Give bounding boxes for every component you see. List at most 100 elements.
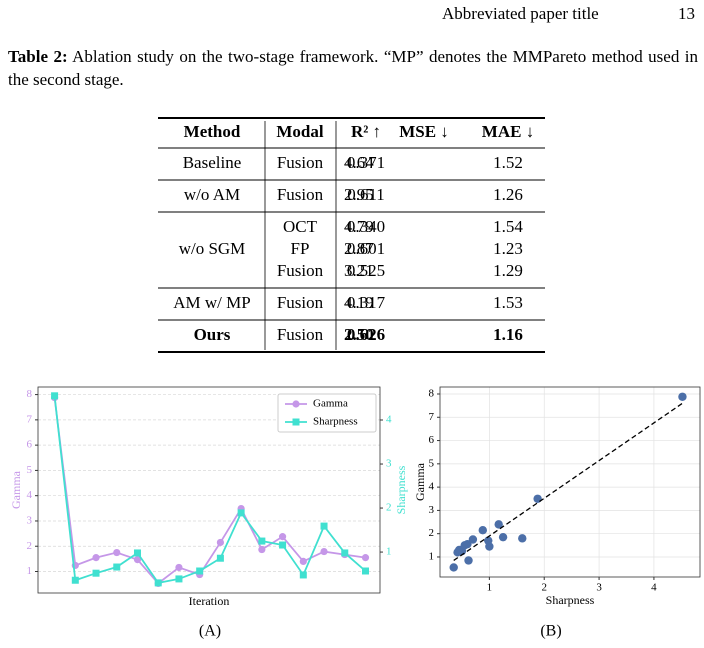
plot-frame [37, 386, 381, 594]
data-point [51, 392, 59, 400]
table-caption: Table 2: Ablation study on the two-stage… [8, 45, 698, 91]
column-header: Method [184, 122, 241, 141]
table-cell: 0.611 [347, 185, 385, 204]
scatter-point [464, 556, 473, 565]
data-point [133, 556, 142, 564]
scatter-point [478, 525, 487, 535]
table-cell: 1.52 [493, 153, 523, 172]
table-cell: 1.29 [493, 261, 523, 280]
data-point [320, 522, 328, 530]
data-point [278, 533, 287, 541]
table-cell: Fusion [277, 261, 324, 280]
legend-marker [292, 418, 300, 426]
data-point [341, 549, 349, 557]
data-point [258, 537, 266, 545]
table-cell: 1.54 [493, 217, 523, 236]
data-point [258, 545, 266, 554]
table-cell: Fusion [277, 325, 324, 344]
column-header: R² ↑ [351, 122, 381, 141]
caption-text: Ablation study on the two-stage framewor… [8, 47, 698, 89]
y-tick-label: 1 [429, 551, 435, 563]
scatter-point [533, 494, 542, 503]
trend-line [453, 402, 683, 562]
column-header: MAE ↓ [482, 122, 534, 141]
method-cell: Ours [194, 325, 231, 344]
method-cell: w/o AM [184, 185, 240, 204]
scatter-point [518, 534, 527, 543]
table-cell: 1.53 [493, 293, 523, 312]
data-point [92, 569, 100, 577]
method-cell: w/o SGM [179, 239, 246, 258]
table-cell: 4.19 [344, 293, 374, 312]
y2-tick-label: 4 [386, 414, 392, 426]
y-tick-label: 7 [27, 413, 33, 425]
data-point [175, 575, 183, 583]
table-cell: 0.317 [347, 293, 386, 312]
y-tick-label: 5 [429, 457, 435, 469]
data-point [279, 541, 287, 549]
y2-tick-label: 2 [386, 502, 392, 514]
data-point [299, 557, 307, 566]
y-tick-label: 3 [429, 504, 435, 516]
y-tick-label: 6 [27, 439, 33, 451]
y-axis-label: Gamma [9, 470, 23, 509]
x-tick-label: 2 [541, 582, 547, 594]
table-cell: FP [291, 239, 310, 258]
table-cell: 3.21 [344, 261, 374, 280]
series-line [53, 395, 367, 584]
x-axis-label: Iteration [189, 594, 230, 608]
data-point [71, 576, 79, 584]
y-axis-label: Gamma [413, 462, 427, 501]
table-cell: 2.95 [344, 185, 374, 204]
method-cell: AM w/ MP [173, 293, 250, 312]
data-point [133, 549, 141, 557]
x-tick-label: 1 [487, 582, 493, 594]
y-tick-label: 5 [27, 464, 33, 476]
data-point [113, 548, 121, 557]
y-tick-label: 7 [429, 411, 435, 423]
table-cell: 0.525 [347, 261, 385, 280]
y-tick-label: 4 [429, 481, 435, 493]
data-point [361, 554, 370, 562]
table-cell: Fusion [277, 293, 324, 312]
scatter-point [449, 563, 458, 572]
table-cell: 4.64 [344, 153, 374, 172]
column-header: Modal [276, 122, 324, 141]
legend-marker [292, 400, 300, 408]
legend-label: Gamma [313, 398, 348, 410]
table-cell: 1.23 [493, 239, 523, 258]
data-point [154, 579, 162, 587]
caption-label: Table 2: [8, 47, 68, 66]
scatter-point [494, 520, 503, 529]
x-tick-label: 4 [651, 582, 657, 594]
data-point [320, 547, 328, 556]
scatter-point [498, 532, 508, 542]
method-cell: Baseline [183, 153, 242, 172]
data-point [113, 563, 121, 571]
x-axis-label: Sharpness [546, 593, 595, 607]
y-tick-label: 2 [27, 540, 33, 552]
table-cell: 2.87 [344, 239, 374, 258]
table-cell: 4.79 [344, 217, 374, 236]
header-title: Abbreviated paper title [442, 4, 599, 23]
table-cell: 0.371 [347, 153, 385, 172]
y2-tick-label: 1 [386, 546, 392, 558]
table-cell: 1.16 [493, 325, 523, 344]
table-cell: Fusion [277, 185, 324, 204]
y-tick-label: 4 [27, 489, 33, 501]
y2-axis-label: Sharpness [394, 465, 408, 514]
data-point [216, 538, 224, 547]
y-tick-label: 8 [429, 388, 435, 400]
x-tick-label: 3 [596, 582, 602, 594]
data-point [361, 567, 369, 575]
running-header: Abbreviated paper title 13 [0, 4, 704, 26]
table-cell: 0.626 [347, 325, 385, 344]
page-number: 13 [678, 4, 695, 23]
legend-label: Sharpness [313, 416, 358, 428]
y-tick-label: 3 [27, 514, 33, 526]
figure-caption: (B) [540, 623, 561, 640]
table-cell: Fusion [277, 153, 324, 172]
y-tick-label: 2 [429, 527, 435, 539]
table-cell: 0.340 [347, 217, 385, 236]
table-cell: OCT [283, 217, 318, 236]
